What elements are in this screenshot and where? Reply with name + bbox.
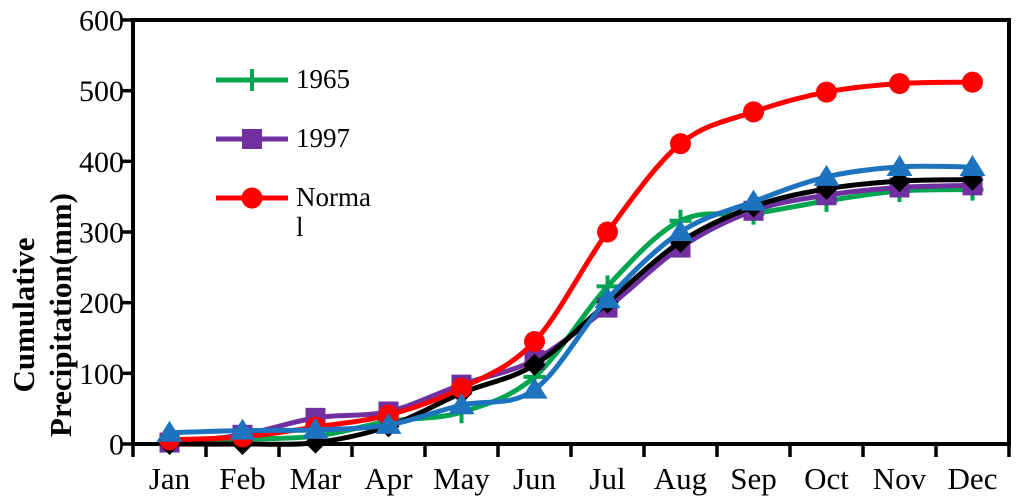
y-tick-label: 200 xyxy=(79,287,124,320)
legend-sample-1997 xyxy=(216,129,288,149)
x-tick-label-sep: Sep xyxy=(730,461,777,496)
chart-legend: 1965 1997 Norma l xyxy=(214,64,371,242)
circle-marker xyxy=(743,101,764,123)
triangle-up-marker xyxy=(302,417,329,439)
diamond-marker xyxy=(523,353,546,376)
x-tick-label-dec: Dec xyxy=(948,461,998,496)
x-tick-label-nov: Nov xyxy=(873,461,927,496)
legend-item-1965: 1965 xyxy=(214,64,371,96)
circle-marker xyxy=(889,73,910,95)
legend-label-1997: 1997 xyxy=(296,123,350,153)
plus-marker xyxy=(241,69,263,91)
triangle-up-marker xyxy=(375,412,402,434)
y-tick-label: 100 xyxy=(79,358,124,391)
legend-label-line: Norma xyxy=(296,182,371,212)
y-tick-label: 300 xyxy=(79,217,124,250)
x-tick-label-mar: Mar xyxy=(290,461,342,496)
triangle-up-marker xyxy=(886,154,913,176)
legend-sample-1965 xyxy=(216,69,288,91)
series-1965-line xyxy=(167,187,975,444)
y-axis-title-line2: Precipitation(mm) xyxy=(43,193,78,437)
y-tick-label: 0 xyxy=(109,429,124,462)
x-tick-label-feb: Feb xyxy=(219,461,266,496)
y-tick-label: 600 xyxy=(79,5,124,38)
circle-marker xyxy=(962,71,983,93)
x-tick-label-aug: Aug xyxy=(654,461,707,496)
square-marker xyxy=(242,129,262,149)
x-tick-label-oct: Oct xyxy=(804,461,849,496)
circle-marker xyxy=(451,377,472,399)
y-tick-label: 400 xyxy=(79,146,124,179)
series-1997-line xyxy=(167,182,975,446)
legend-item-normal: Norma l xyxy=(214,182,371,242)
x-tick-label-jul: Jul xyxy=(589,461,625,496)
legend-label-line: 1997 xyxy=(296,123,350,153)
series-blue-triangle-markers xyxy=(156,154,986,442)
x-tick-label-may: May xyxy=(433,461,490,496)
legend-label-normal: Norma l xyxy=(296,182,371,242)
x-tick-label-jan: Jan xyxy=(149,461,191,496)
circle-marker xyxy=(670,133,691,155)
triangle-up-marker xyxy=(521,377,548,399)
y-axis-title-line1: Cumulative xyxy=(6,237,41,393)
triangle-up-marker xyxy=(594,287,621,309)
legend-label-line: l xyxy=(296,212,304,242)
x-tick-label-jun: Jun xyxy=(513,461,557,496)
y-axis-title: Cumulative Precipitation(mm) xyxy=(5,135,79,495)
triangle-up-marker xyxy=(959,154,986,176)
series-1997-markers xyxy=(159,175,983,453)
triangle-up-marker xyxy=(156,420,183,442)
series-1965-markers xyxy=(158,178,984,453)
circle-marker xyxy=(816,81,837,103)
x-tick-label-apr: Apr xyxy=(364,461,413,496)
circle-marker xyxy=(241,187,263,209)
triangle-up-marker xyxy=(740,189,767,211)
legend-item-1997: 1997 xyxy=(214,123,371,155)
legend-label-line: 1965 xyxy=(296,64,350,94)
triangle-up-marker xyxy=(448,393,475,415)
series-black-diamond-line xyxy=(167,177,975,447)
legend-sample-normal xyxy=(216,187,288,209)
triangle-up-marker xyxy=(813,164,840,186)
series-normal-markers xyxy=(159,71,983,451)
triangle-up-marker xyxy=(229,418,256,440)
y-tick-label: 500 xyxy=(79,75,124,108)
legend-label-1965: 1965 xyxy=(296,64,350,94)
circle-marker xyxy=(524,331,545,353)
circle-marker xyxy=(597,221,618,243)
triangle-up-marker xyxy=(667,220,694,241)
